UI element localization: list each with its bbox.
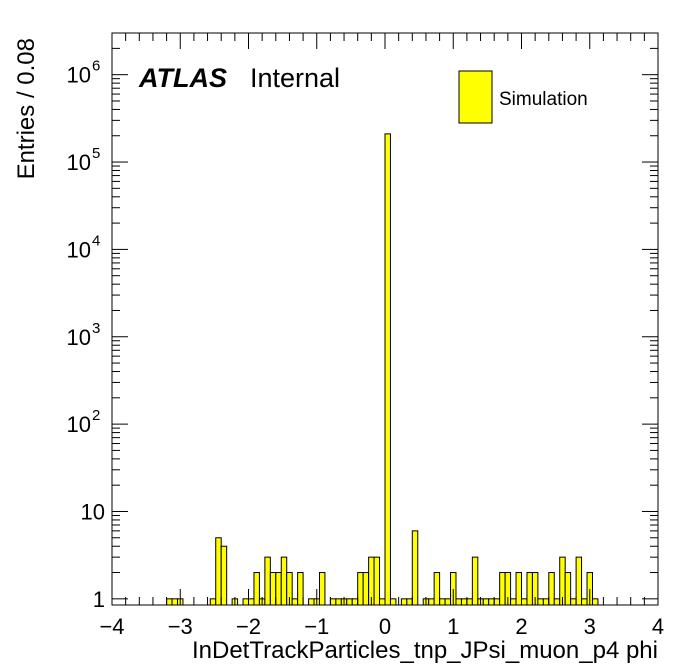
x-axis-ticks: −4 −3 −2 −1 0 1 2 3 4	[99, 33, 664, 639]
histogram-bar	[482, 598, 490, 606]
histogram-bar	[439, 598, 446, 606]
histogram-bar	[346, 598, 353, 606]
histogram-bar	[526, 572, 533, 606]
histogram-bar	[433, 572, 441, 606]
histogram-bar	[291, 598, 299, 606]
histogram-bar	[444, 598, 452, 606]
histogram-bar	[329, 598, 337, 606]
x-axis-title: InDetTrackParticles_tnp_JPsi_muon_p4 phi	[192, 637, 658, 664]
histogram-bar	[564, 572, 572, 606]
x-tick-label: 0	[379, 614, 391, 639]
histogram-bar	[362, 572, 370, 606]
histogram-bar	[591, 598, 599, 606]
histogram-bar	[548, 572, 555, 606]
y-tick-label: 10	[67, 412, 91, 437]
histogram-bar	[521, 598, 528, 606]
y-tick-label: 10	[67, 150, 91, 175]
atlas-status: Internal	[250, 63, 340, 93]
histogram-bar	[351, 598, 359, 606]
x-tick-label: 1	[447, 614, 459, 639]
histogram-bar	[253, 572, 260, 606]
histogram-bar	[581, 598, 588, 606]
histogram-bar	[389, 598, 397, 606]
x-tick-label: −3	[168, 614, 193, 639]
atlas-label: ATLAS	[138, 63, 227, 93]
x-tick-label: −4	[99, 614, 124, 639]
histogram-bar	[553, 598, 561, 606]
histogram-bar	[510, 598, 517, 606]
legend-swatch	[458, 70, 493, 124]
histogram-bar	[542, 598, 550, 606]
y-tick-label: 10	[67, 325, 91, 350]
histogram-bar	[308, 598, 315, 606]
y-tick-label: 10	[81, 499, 105, 524]
x-tick-label: −2	[236, 614, 261, 639]
histogram-bar	[460, 598, 468, 606]
histogram-bar	[171, 598, 179, 606]
histogram-bar	[406, 598, 413, 606]
y-tick-label-exponent: 2	[92, 407, 100, 424]
y-tick-label: 10	[67, 237, 91, 262]
y-tick-label-exponent: 3	[92, 320, 100, 337]
histogram-bar	[428, 598, 435, 606]
y-axis-title: Entries / 0.08	[13, 38, 40, 179]
histogram-bar	[455, 598, 462, 606]
histogram-bar	[297, 572, 304, 606]
y-tick-label: 10	[67, 63, 91, 88]
histogram-bar	[488, 598, 495, 606]
y-tick-label-exponent: 6	[92, 58, 100, 75]
y-tick-label: 1	[93, 587, 105, 612]
histogram-bar	[166, 598, 173, 606]
histogram-bar	[275, 572, 282, 606]
histogram-bar	[357, 572, 364, 606]
y-tick-label-exponent: 5	[92, 145, 100, 162]
histogram-bar	[248, 598, 255, 606]
x-tick-label: −1	[304, 614, 329, 639]
histogram-bar	[318, 572, 326, 606]
histogram-bar	[379, 598, 386, 606]
histogram-bar	[335, 598, 342, 606]
histogram-bar	[264, 556, 271, 606]
histogram-bar	[242, 598, 249, 606]
histogram-bar	[466, 598, 473, 606]
histogram-bar	[280, 556, 288, 606]
histogram-bar	[537, 598, 544, 606]
legend-label-simulation: Simulation	[499, 89, 588, 110]
histogram-bar	[384, 133, 391, 606]
histogram-bar	[269, 572, 277, 606]
histogram-bar	[411, 530, 419, 606]
histogram-bar	[220, 545, 228, 606]
histogram-bar	[471, 556, 479, 606]
y-tick-label-exponent: 4	[92, 232, 100, 249]
x-tick-label: 3	[584, 614, 596, 639]
histogram-bar	[373, 556, 381, 606]
histogram-bar	[570, 598, 577, 606]
histogram-bar	[499, 572, 506, 606]
x-tick-label: 2	[515, 614, 527, 639]
histogram-bar	[575, 556, 583, 606]
histogram-bar	[209, 598, 217, 606]
histogram-bar	[400, 598, 408, 606]
histogram-bar	[515, 572, 522, 606]
histogram-bar	[493, 598, 501, 606]
plot-frame	[111, 32, 659, 606]
histogram-bar	[215, 537, 222, 606]
x-tick-label: 4	[652, 614, 664, 639]
